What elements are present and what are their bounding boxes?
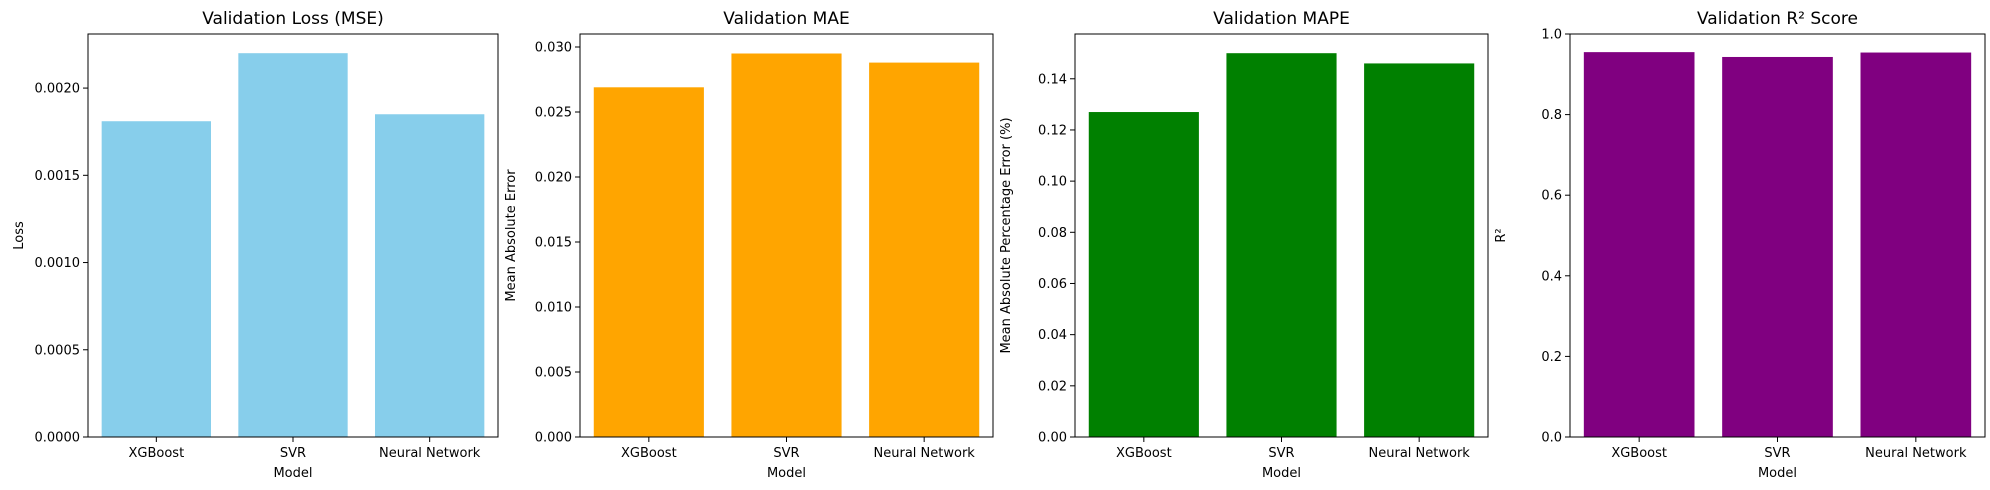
bar-xgboost [593,87,704,438]
bar-xgboost [101,121,211,438]
x-axis-label: Model [767,466,806,481]
y-axis-label: R² [1494,228,1509,242]
x-tick-label: XGBoost [1116,446,1172,461]
y-tick-label: 0.0020 [35,82,81,97]
y-tick-label: 0.0005 [35,343,81,358]
y-tick-label: 0.8 [1541,108,1562,123]
y-tick-label: 0.4 [1541,269,1562,284]
x-axis-label: Model [1758,466,1797,481]
x-tick-label: Neural Network [379,446,481,461]
x-axis-label: Model [273,466,312,481]
bar-svr [1722,56,1833,437]
chart-title: Validation MAPE [1213,9,1350,29]
y-tick-label: 0.2 [1541,350,1562,365]
chart-panel-2: Validation MAE XGBoost SVR Neural Network 0.… [504,9,994,481]
y-tick-label: 0.00 [1038,431,1067,446]
y-tick-label: 0.06 [1038,277,1067,292]
chart-panel-4: Validation R² Score XGBoost SVR Neural Netw… [1494,9,1986,481]
axes-frame [1074,33,1489,438]
bar-svr [731,53,842,437]
y-tick-label: 0.02 [1038,379,1067,394]
axes-frame [1569,33,1986,438]
x-tick-label: XGBoost [621,446,677,461]
y-tick-label: 0.14 [1038,72,1067,87]
y-tick-label: 0.12 [1038,123,1067,138]
axes-frame [579,33,994,438]
bar-neural-network [1364,63,1475,438]
y-tick-label: 0.08 [1038,226,1067,241]
y-tick-label: 0.0 [1541,431,1562,446]
chart-title: Validation Loss (MSE) [202,9,384,29]
x-tick-label: XGBoost [1611,446,1667,461]
x-tick-label: Neural Network [1865,446,1967,461]
y-tick-label: 0.020 [535,171,572,186]
x-tick-label: SVR [1764,446,1790,461]
y-tick-label: 1.0 [1541,28,1562,43]
bar-neural-network [1860,52,1972,438]
y-tick-label: 0.0000 [35,431,81,446]
y-tick-label: 0.04 [1038,328,1067,343]
y-tick-label: 0.0010 [35,256,81,271]
x-tick-label: XGBoost [128,446,184,461]
chart-panel-1: Validation Loss (MSE) XGBoost SVR Neural Ne… [12,9,499,481]
y-axis-label: Mean Absolute Error [504,169,519,302]
chart-panel-3: Validation MAPE XGBoost SVR Neural Network 0… [999,9,1489,481]
chart-title: Validation MAE [723,9,849,29]
x-tick-label: SVR [773,446,799,461]
bar-neural-network [869,62,980,437]
y-axis-label: Mean Absolute Percentage Error (%) [999,117,1014,353]
bar-svr [238,53,348,437]
bar-neural-network [375,114,485,437]
bar-xgboost [1583,52,1695,437]
y-tick-label: 0.015 [535,236,572,251]
x-tick-label: Neural Network [1369,446,1471,461]
y-tick-label: 0.10 [1038,175,1067,190]
y-tick-label: 0.000 [535,431,572,446]
y-tick-label: 0.010 [535,301,572,316]
y-tick-label: 0.0015 [35,169,81,184]
x-tick-label: Neural Network [874,446,976,461]
x-tick-label: SVR [1268,446,1294,461]
bar-svr [1226,53,1337,437]
y-tick-label: 0.025 [535,106,572,121]
bar-xgboost [1088,112,1199,438]
x-tick-label: SVR [280,446,306,461]
chart-title: Validation R² Score [1697,9,1858,29]
y-axis-label: Loss [12,221,27,250]
y-tick-label: 0.6 [1541,189,1562,204]
y-tick-label: 0.030 [535,41,572,56]
y-tick-label: 0.005 [535,366,572,381]
axes-frame [87,33,499,438]
x-axis-label: Model [1262,466,1301,481]
